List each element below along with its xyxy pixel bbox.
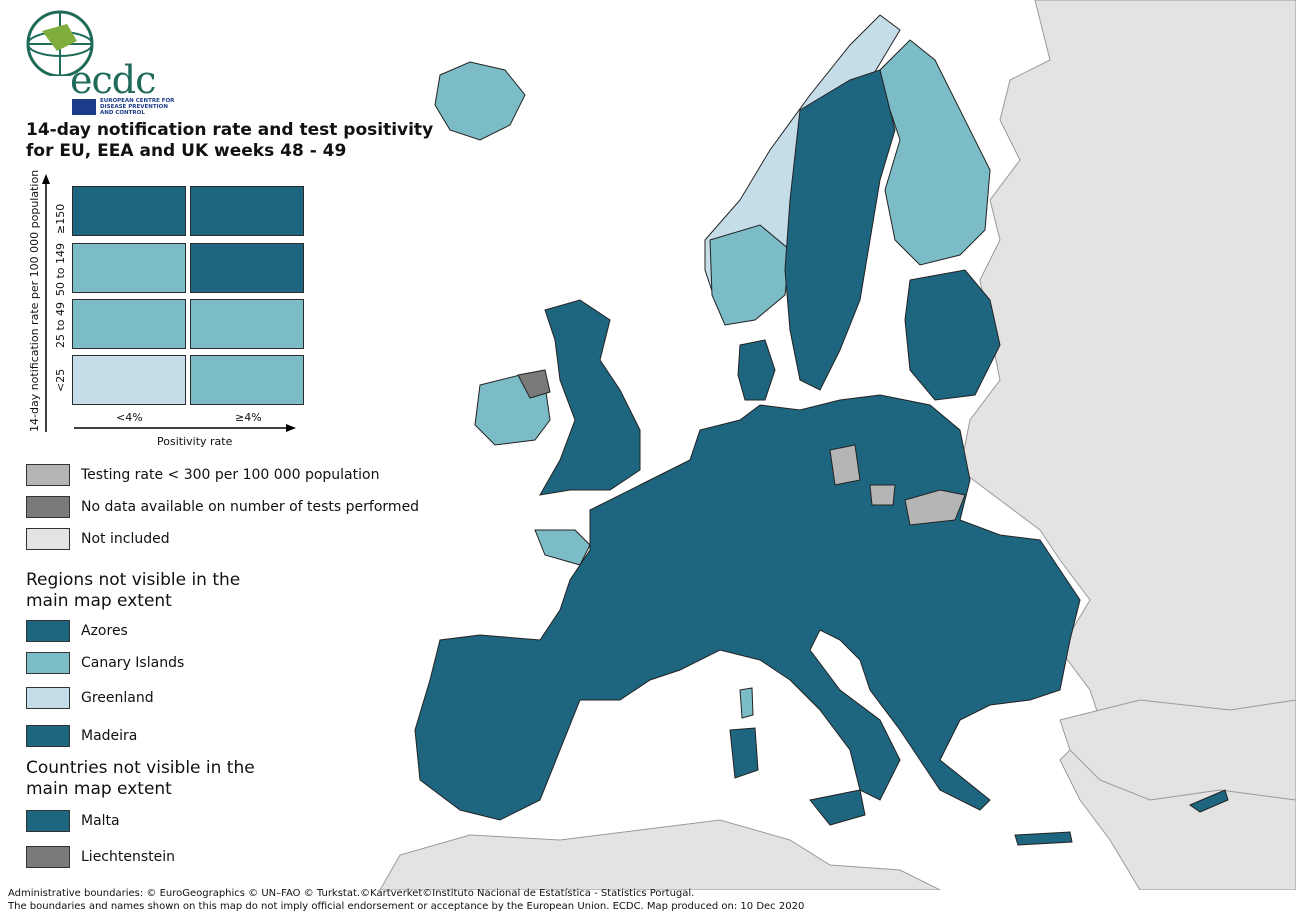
footer-line: Administrative boundaries: © EuroGeograp… bbox=[8, 888, 695, 899]
legend-swatch bbox=[26, 620, 70, 642]
legend-swatch bbox=[26, 687, 70, 709]
countries-heading: Countries not visible in the main map ex… bbox=[26, 758, 255, 799]
legend-swatch bbox=[26, 846, 70, 868]
legend-label: Malta bbox=[81, 813, 120, 829]
region-iceland bbox=[434, 61, 526, 141]
legend-label: Not included bbox=[81, 531, 170, 547]
legend-label: Liechtenstein bbox=[81, 849, 176, 865]
legend-label: Azores bbox=[81, 623, 128, 639]
region-sweden bbox=[784, 69, 896, 391]
region-sicily bbox=[809, 789, 866, 826]
map-title: 14-day notification rate and test positi… bbox=[26, 120, 434, 161]
matrix-x-axis-title: Positivity rate bbox=[157, 435, 233, 448]
region-sardinia bbox=[729, 727, 759, 779]
logo-text: ecdc bbox=[70, 58, 156, 102]
matrix-cell bbox=[72, 243, 186, 293]
legend-swatch bbox=[26, 496, 70, 518]
org-name: EUROPEAN CENTRE FOR DISEASE PREVENTION A… bbox=[100, 98, 175, 116]
region-northern-ireland bbox=[517, 369, 551, 399]
region-uk bbox=[539, 299, 641, 496]
region-finland bbox=[879, 39, 991, 266]
eu-flag-icon bbox=[72, 99, 96, 115]
legend-swatch bbox=[26, 528, 70, 550]
matrix-cell bbox=[72, 299, 186, 349]
footer: Administrative boundaries: © EuroGeograp… bbox=[8, 887, 804, 913]
legend-label: Testing rate < 300 per 100 000 populatio… bbox=[81, 467, 380, 483]
legend-label: No data available on number of tests per… bbox=[81, 499, 420, 515]
region-not-included-east bbox=[959, 0, 1296, 890]
regions-heading: Regions not visible in the main map exte… bbox=[26, 570, 241, 611]
legend-swatch bbox=[26, 725, 70, 747]
globe-icon bbox=[26, 10, 94, 76]
legend-swatch bbox=[26, 810, 70, 832]
region-brittany bbox=[534, 529, 591, 566]
region-cyprus bbox=[1188, 789, 1229, 813]
legend-label: Madeira bbox=[81, 728, 138, 744]
matrix-cell bbox=[190, 186, 304, 236]
ecdc-logo: ecdc EUROPEAN CENTRE FOR DISEASE PREVENT… bbox=[22, 6, 174, 116]
matrix-cell bbox=[190, 355, 304, 405]
region-testing-low-poland-east bbox=[904, 489, 966, 526]
matrix-cell bbox=[190, 243, 304, 293]
matrix-y-label: ≥150 bbox=[54, 203, 67, 234]
region-baltics bbox=[904, 269, 1001, 401]
europe-map bbox=[379, 0, 1296, 890]
matrix-y-axis-title: 14-day notification rate per 100 000 pop… bbox=[28, 169, 41, 432]
matrix-y-label: 25 to 49 bbox=[54, 301, 67, 348]
region-testing-low-germany bbox=[829, 444, 861, 486]
region-corsica bbox=[739, 687, 754, 719]
region-not-included-north-africa bbox=[379, 819, 941, 890]
region-crete bbox=[1014, 831, 1073, 846]
matrix-axes bbox=[42, 174, 296, 432]
region-norway-south bbox=[709, 224, 791, 326]
legend-label: Greenland bbox=[81, 690, 154, 706]
region-testing-low-poland bbox=[869, 484, 896, 506]
legend-swatch bbox=[26, 652, 70, 674]
matrix-cell bbox=[72, 355, 186, 405]
matrix-cell bbox=[72, 186, 186, 236]
region-not-included-turkey bbox=[1059, 699, 1296, 801]
legend-swatch bbox=[26, 464, 70, 486]
footer-line: The boundaries and names shown on this m… bbox=[8, 901, 805, 912]
matrix-x-label: <4% bbox=[116, 411, 143, 424]
matrix-y-label: <25 bbox=[54, 368, 67, 392]
matrix-y-label: 50 to 149 bbox=[54, 242, 67, 296]
legend-label: Canary Islands bbox=[81, 655, 185, 671]
region-denmark bbox=[737, 339, 776, 401]
matrix-cell bbox=[190, 299, 304, 349]
matrix-x-label: ≥4% bbox=[235, 411, 262, 424]
